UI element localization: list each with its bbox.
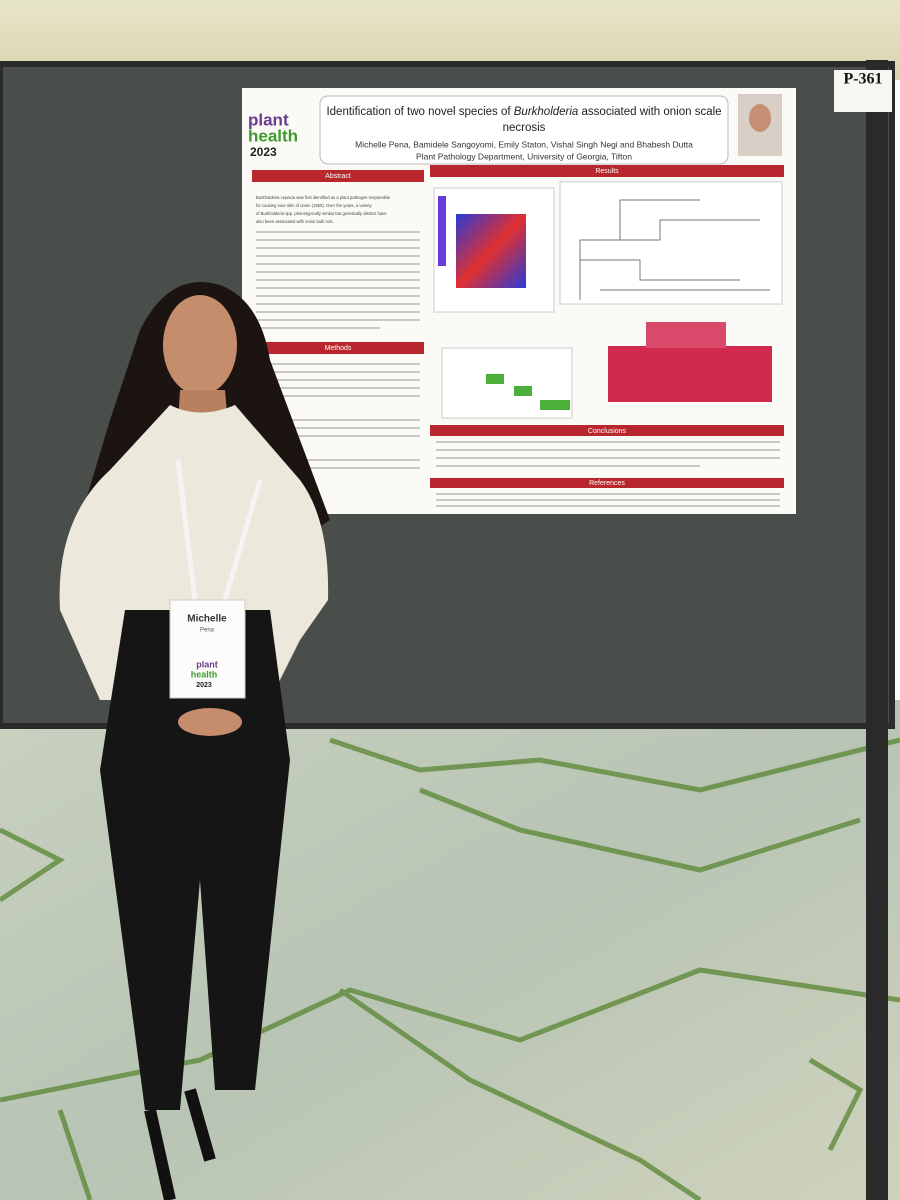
shoes bbox=[144, 1088, 216, 1200]
onion-photos bbox=[608, 346, 772, 402]
heatmap-scale bbox=[438, 196, 446, 266]
poster-logo-year: 2023 bbox=[250, 145, 277, 159]
poster-title: necrosis bbox=[503, 122, 546, 134]
abstract-body bbox=[256, 231, 780, 507]
section-title: Methods bbox=[325, 345, 352, 352]
poster-title: Identification of two novel species of B… bbox=[326, 106, 721, 118]
section-title: Results bbox=[595, 168, 619, 175]
section-header bbox=[430, 165, 784, 177]
badge-logo: plant bbox=[196, 659, 218, 669]
trousers bbox=[100, 610, 290, 1110]
table-highlight bbox=[514, 386, 532, 396]
table-highlight bbox=[540, 400, 570, 410]
board-label: P-361 bbox=[843, 71, 882, 88]
title-text: associated with onion scale bbox=[578, 106, 721, 118]
phylogenetic-tree bbox=[579, 199, 770, 300]
badge-first-name: Michelle bbox=[187, 614, 227, 625]
onion-photos bbox=[646, 322, 726, 348]
section-title: Conclusions bbox=[588, 428, 627, 435]
abstract-text: for causing sour skin of onion (1950). O… bbox=[256, 203, 373, 208]
section-title: Abstract bbox=[325, 173, 351, 180]
abstract-text: Burkholderia cepacia was first identifie… bbox=[256, 195, 391, 200]
figure-frame bbox=[559, 181, 783, 305]
title-box bbox=[319, 95, 729, 165]
poster-affiliation: Plant Pathology Department, University o… bbox=[416, 151, 632, 161]
section-header bbox=[430, 425, 784, 436]
heatmap bbox=[456, 214, 526, 288]
presenter: Michelle Pena plant health 2023 bbox=[59, 282, 330, 1200]
board-frame bbox=[0, 61, 895, 729]
section-header bbox=[252, 170, 424, 182]
table-highlight bbox=[486, 374, 504, 384]
lanyard bbox=[175, 459, 263, 601]
abstract-text: also been associated with onion bulb rot… bbox=[256, 219, 334, 224]
section-title: References bbox=[589, 480, 625, 487]
badge bbox=[169, 599, 246, 699]
hands bbox=[178, 708, 242, 736]
poster: plant health 2023 Identification of two … bbox=[242, 88, 796, 514]
section-header bbox=[252, 342, 424, 354]
face bbox=[163, 295, 237, 395]
section-header bbox=[430, 478, 784, 488]
poster-logo: health bbox=[248, 126, 298, 145]
poster-logo: plant bbox=[248, 110, 289, 129]
board-post bbox=[866, 60, 888, 1200]
badge-last-name: Pena bbox=[200, 628, 215, 634]
abstract-text: of Burkholderia spp. phenotypically simi… bbox=[256, 211, 387, 216]
poster-authors: Michelle Pena, Bamidele Sangoyomi, Emily… bbox=[355, 139, 693, 149]
board-label-card bbox=[834, 70, 892, 112]
title-text: Burkholderia bbox=[514, 106, 579, 118]
badge-logo: health bbox=[191, 669, 218, 679]
author-photo-face bbox=[749, 104, 771, 132]
title-text: Identification of two novel species of bbox=[326, 106, 513, 118]
badge-year: 2023 bbox=[196, 682, 212, 689]
